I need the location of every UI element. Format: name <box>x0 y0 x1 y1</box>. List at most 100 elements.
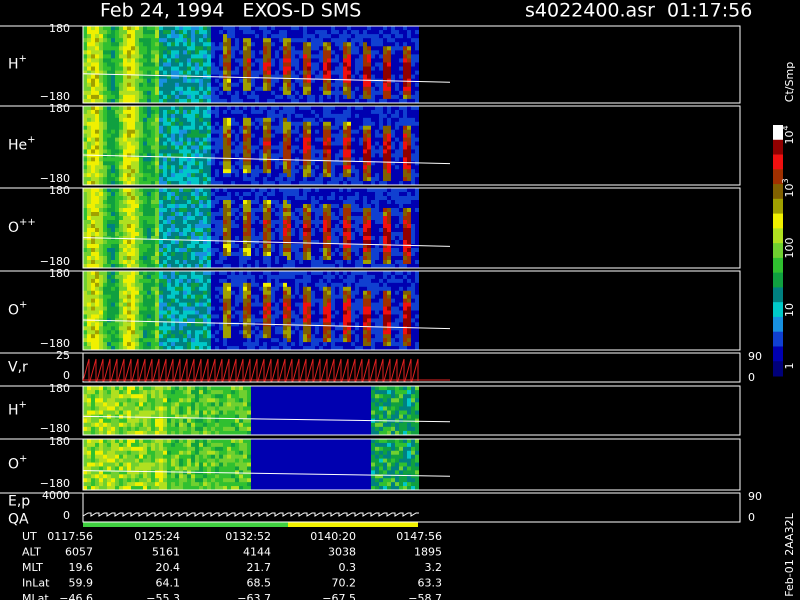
spectrogram-cell <box>211 38 215 43</box>
spectrogram-cell <box>211 216 215 221</box>
spectrogram-cell <box>391 188 395 193</box>
spectrogram-cell <box>139 62 143 68</box>
spectrogram-cell <box>415 224 419 229</box>
spectrogram-cell <box>151 129 155 135</box>
spectrogram-cell <box>383 169 387 174</box>
spectrogram-cell <box>247 141 251 146</box>
spectrogram-cell <box>215 78 219 84</box>
spectrogram-cell <box>355 38 359 43</box>
spectrogram-cell <box>123 216 127 221</box>
spectrogram-cell <box>255 66 259 72</box>
spectrogram-cell <box>115 173 119 178</box>
spectrogram-cell <box>83 188 87 193</box>
spectrogram-cell <box>391 165 395 170</box>
spectrogram-cell <box>307 133 311 139</box>
spectrogram-cell <box>107 54 111 59</box>
spectrogram-cell <box>407 188 411 193</box>
spectrogram-cell <box>359 236 363 241</box>
spectrogram-cell <box>223 125 227 131</box>
spectrogram-cell <box>143 90 147 96</box>
spectrogram-cell <box>407 165 411 170</box>
spectrogram-cell <box>215 129 219 135</box>
spectrogram-cell <box>327 74 331 80</box>
spectrogram-cell <box>399 38 403 43</box>
spectrogram-cell <box>319 161 323 166</box>
spectrogram-cell <box>235 113 239 119</box>
spectrogram-cell <box>403 220 407 225</box>
spectrogram-cell <box>323 204 327 209</box>
spectrogram-cell <box>103 204 107 209</box>
spectrogram-cell <box>239 173 243 178</box>
spectrogram-cell <box>315 149 319 154</box>
spectrogram-cell <box>271 70 275 76</box>
spectrogram-cell <box>167 196 171 201</box>
spectrogram-cell <box>199 82 203 88</box>
spectrogram-cell <box>263 260 267 265</box>
spectrogram-cell <box>83 78 87 84</box>
spectrogram-cell <box>143 177 147 182</box>
spectrogram-cell <box>107 244 111 249</box>
spectrogram-cell <box>163 181 167 186</box>
spectrogram-cell <box>263 232 267 237</box>
spectrogram-cell <box>247 240 251 245</box>
spectrogram-cell <box>363 216 367 221</box>
spectrogram-cell <box>291 252 295 257</box>
spectrogram-cell <box>339 200 343 205</box>
spectrogram-cell <box>331 204 335 209</box>
spectrogram-cell <box>255 98 259 104</box>
spectrogram-cell <box>87 113 91 119</box>
spectrogram-cell <box>395 188 399 193</box>
spectrogram-cell <box>299 204 303 209</box>
spectrogram-cell <box>291 117 295 123</box>
spectrogram-cell <box>323 109 327 115</box>
spectrogram-cell <box>327 58 331 63</box>
spectrogram-cell <box>283 200 287 205</box>
spectrogram-cell <box>95 145 99 150</box>
spectrogram-cell <box>383 157 387 162</box>
spectrogram-cell <box>251 70 255 76</box>
spectrogram-cell <box>107 192 111 197</box>
spectrogram-cell <box>403 117 407 123</box>
spectrogram-cell <box>151 34 155 39</box>
spectrogram-cell <box>343 66 347 72</box>
spectrogram-cell <box>291 149 295 154</box>
spectrogram-cell <box>371 145 375 150</box>
spectrogram-cell <box>311 106 315 111</box>
spectrogram-cell <box>271 260 275 265</box>
spectrogram-cell <box>255 228 259 233</box>
spectrogram-cell <box>83 129 87 135</box>
spectrogram-cell <box>259 188 263 193</box>
spectrogram-cell <box>111 74 115 80</box>
spectrogram-cell <box>195 74 199 80</box>
spectrogram-cell <box>211 117 215 123</box>
spectrogram-cell <box>355 228 359 233</box>
spectrogram-cell <box>267 125 271 131</box>
spectrogram-cell <box>395 34 399 39</box>
spectrogram-cell <box>91 169 95 174</box>
spectrogram-cell <box>123 228 127 233</box>
spectrogram-cell <box>215 232 219 237</box>
spectrogram-cell <box>183 38 187 43</box>
spectrogram-cell <box>399 200 403 205</box>
spectrogram-cell <box>187 38 191 43</box>
spectrogram-cell <box>279 216 283 221</box>
spectrogram-cell <box>355 196 359 201</box>
spectrogram-cell <box>107 228 111 233</box>
spectrogram-cell <box>215 153 219 158</box>
spectrogram-cell <box>315 224 319 229</box>
spectrogram-cell <box>315 212 319 217</box>
spectrogram-cell <box>167 212 171 217</box>
spectrogram-cell <box>303 228 307 233</box>
spectrogram-cell <box>307 228 311 233</box>
spectrogram-cell <box>367 236 371 241</box>
spectrogram-cell <box>375 50 379 55</box>
spectrogram-cell <box>367 78 371 84</box>
spectrogram-cell <box>87 232 91 237</box>
spectrogram-cell <box>383 62 387 68</box>
spectrogram-cell <box>359 74 363 80</box>
spectrogram-cell <box>95 78 99 84</box>
spectrogram-cell <box>283 98 287 104</box>
spectrogram-cell <box>119 181 123 186</box>
spectrogram-cell <box>163 121 167 127</box>
spectrogram-cell <box>255 145 259 150</box>
